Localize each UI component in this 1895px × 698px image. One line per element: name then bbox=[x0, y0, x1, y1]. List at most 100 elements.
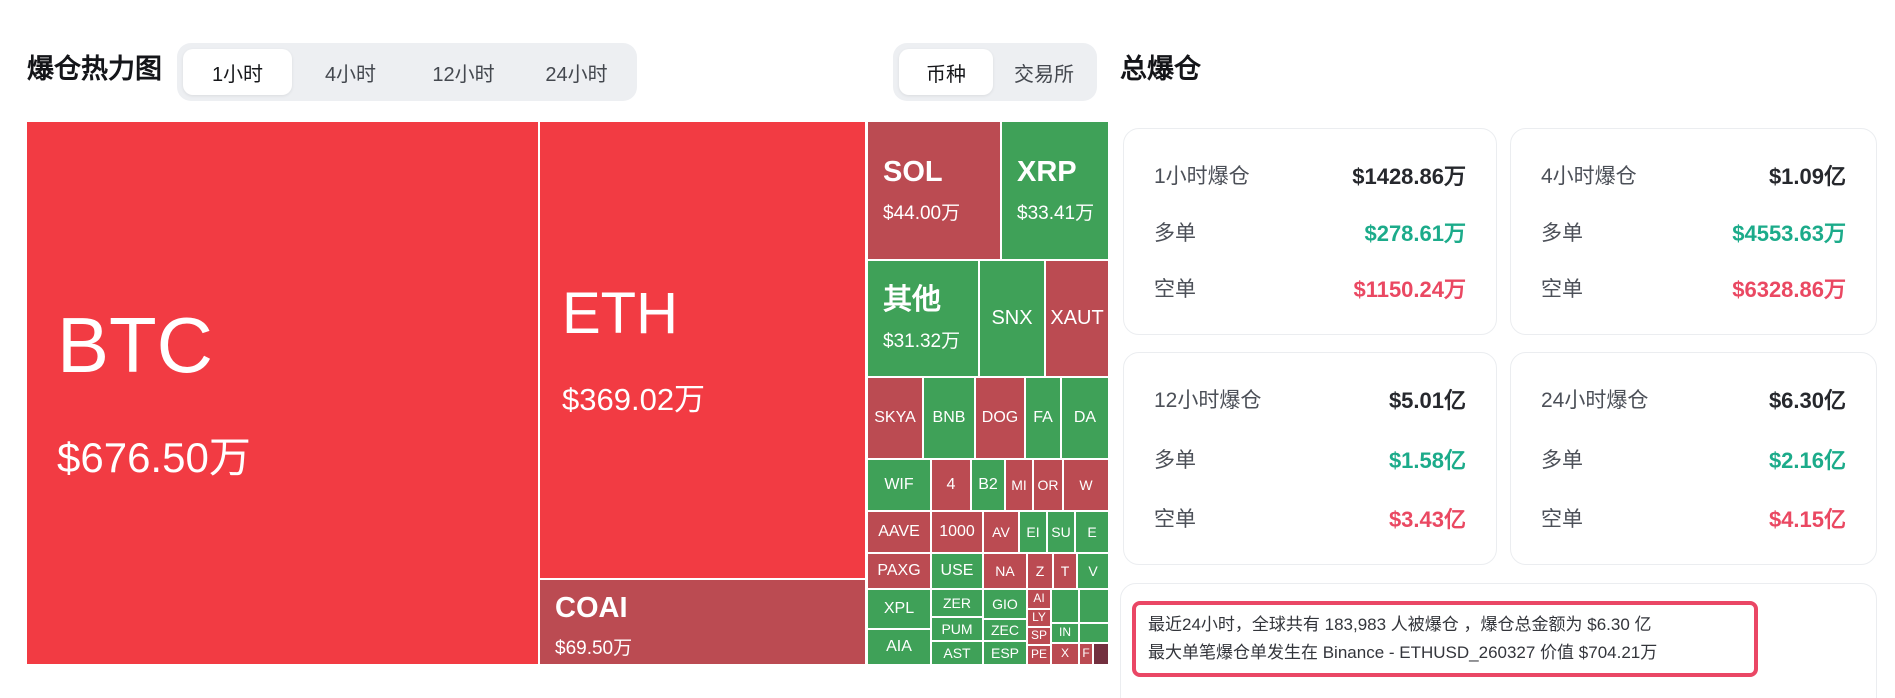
treemap-cell[interactable] bbox=[1080, 590, 1108, 622]
cell-label: PE bbox=[1030, 647, 1047, 662]
treemap-cell-na[interactable]: NA bbox=[984, 554, 1026, 588]
treemap-cell-xaut[interactable]: XAUT bbox=[1046, 261, 1108, 376]
cell-label: ZEC bbox=[991, 621, 1019, 638]
treemap-cell-v[interactable]: V bbox=[1078, 554, 1108, 588]
toggle-exchange[interactable]: 交易所 bbox=[1014, 63, 1074, 86]
cell-label: OR bbox=[1037, 476, 1059, 493]
long-value: $278.61万 bbox=[1364, 220, 1466, 246]
treemap-cell-zer[interactable]: ZER bbox=[932, 590, 982, 616]
long-value: $4553.63万 bbox=[1732, 220, 1846, 246]
treemap-cell-in[interactable]: IN bbox=[1052, 624, 1078, 642]
treemap-cell-fa[interactable]: FA bbox=[1026, 378, 1060, 458]
treemap-cell-z[interactable]: Z bbox=[1028, 554, 1052, 588]
treemap-cell-btc[interactable]: BTC $676.50万 bbox=[27, 122, 538, 664]
treemap-cell[interactable] bbox=[1052, 590, 1078, 622]
treemap-cell-4[interactable]: 4 bbox=[932, 460, 970, 510]
cell-label: Z bbox=[1035, 562, 1045, 579]
tab-4h[interactable]: 4小时 bbox=[324, 63, 377, 86]
treemap-cell-eth[interactable]: ETH $369.02万 bbox=[540, 122, 865, 578]
short-value: $3.43亿 bbox=[1388, 507, 1466, 532]
cell-label: LY bbox=[1032, 610, 1046, 625]
treemap-cell-mi[interactable]: MI bbox=[1006, 460, 1032, 510]
card-long-row: 多单 $278.61万 bbox=[1154, 216, 1466, 248]
cell-label: BTC bbox=[57, 300, 213, 389]
treemap-cell-ast[interactable]: AST bbox=[932, 642, 982, 664]
treemap-cell-t[interactable]: T bbox=[1054, 554, 1076, 588]
treemap-cell-wif[interactable]: WIF bbox=[868, 460, 930, 510]
treemap-cell-others[interactable]: 其他 $31.32万 bbox=[868, 261, 978, 376]
treemap-cell-pum[interactable]: PUM bbox=[932, 618, 982, 640]
treemap-cell-xpl[interactable]: XPL bbox=[868, 590, 930, 628]
summary-line-2: 最大单笔爆仓单发生在 Binance - ETHUSD_260327 价值 $7… bbox=[1148, 643, 1658, 662]
cell-value: $69.50万 bbox=[555, 638, 633, 660]
treemap-cell-e[interactable]: E bbox=[1076, 512, 1108, 552]
card-1h-liquidation: 1小时爆仓 $1428.86万 多单 $278.61万 空单 $1150.24万 bbox=[1123, 128, 1497, 335]
treemap-cell-aave[interactable]: AAVE bbox=[868, 512, 930, 552]
cell-label: FA bbox=[1033, 408, 1053, 426]
treemap-cell-skya[interactable]: SKYA bbox=[868, 378, 922, 458]
tab-12h[interactable]: 12小时 bbox=[432, 63, 495, 86]
treemap-cell-ei[interactable]: EI bbox=[1020, 512, 1046, 552]
treemap-cell-pe[interactable]: PE bbox=[1028, 646, 1050, 664]
short-value: $4.15亿 bbox=[1768, 507, 1846, 532]
card-short-row: 空单 $3.43亿 bbox=[1154, 502, 1466, 534]
treemap-cell-w[interactable]: W bbox=[1064, 460, 1108, 510]
card-total-row: 24小时爆仓 $6.30亿 bbox=[1541, 383, 1846, 415]
treemap-cell[interactable] bbox=[1080, 624, 1108, 642]
treemap-cell-dog[interactable]: DOG bbox=[976, 378, 1024, 458]
long-label: 多单 bbox=[1154, 448, 1196, 472]
treemap-cell-av[interactable]: AV bbox=[984, 512, 1018, 552]
cell-label: COAI bbox=[555, 592, 628, 624]
cell-label: DA bbox=[1073, 408, 1097, 426]
treemap-cell-coai[interactable]: COAI $69.50万 bbox=[540, 580, 865, 664]
treemap-cell-zec[interactable]: ZEC bbox=[984, 620, 1026, 640]
cell-label: AAVE bbox=[878, 522, 920, 540]
treemap-cell-gio[interactable]: GIO bbox=[984, 590, 1026, 618]
short-label: 空单 bbox=[1541, 278, 1583, 301]
treemap-cell-xrp[interactable]: XRP $33.41万 bbox=[1002, 122, 1108, 259]
cell-label: ZER bbox=[943, 594, 971, 611]
treemap-cell-esp[interactable]: ESP bbox=[984, 642, 1026, 664]
toggle-coin[interactable]: 币种 bbox=[899, 49, 993, 95]
treemap-cell-or[interactable]: OR bbox=[1034, 460, 1062, 510]
treemap-cell-da[interactable]: DA bbox=[1062, 378, 1108, 458]
cell-label: PAXG bbox=[877, 561, 921, 579]
heatmap-title: 爆仓热力图 bbox=[27, 54, 162, 84]
summary-highlight-box: 最近24小时，全球共有 183,983 人被爆仓 ，爆仓总金额为 $6.30 亿… bbox=[1132, 601, 1758, 677]
cell-label: 1000 bbox=[939, 522, 975, 540]
treemap-cell-use[interactable]: USE bbox=[932, 554, 982, 588]
tab-24h[interactable]: 24小时 bbox=[545, 63, 608, 86]
treemap-cell-aia[interactable]: AIA bbox=[868, 630, 930, 664]
time-range-tabs: 1小时 4小时 12小时 24小时 bbox=[177, 43, 637, 101]
liquidation-treemap: BTC $676.50万 ETH $369.02万 COAI $69.50万 S… bbox=[27, 122, 1108, 664]
card-long-row: 多单 $4553.63万 bbox=[1541, 216, 1846, 248]
long-label: 多单 bbox=[1541, 448, 1583, 472]
treemap-cell-snx[interactable]: SNX bbox=[980, 261, 1044, 376]
cell-label: AIA bbox=[886, 637, 912, 655]
treemap-cell-f[interactable]: F bbox=[1080, 644, 1092, 664]
treemap-cell-x[interactable]: X bbox=[1052, 644, 1078, 664]
card-long-row: 多单 $1.58亿 bbox=[1154, 443, 1466, 475]
card-total-value: $1.09亿 bbox=[1768, 164, 1846, 189]
treemap-cell-ai[interactable]: AI bbox=[1028, 590, 1050, 608]
treemap-cell-b2[interactable]: B2 bbox=[972, 460, 1004, 510]
treemap-cell-su[interactable]: SU bbox=[1048, 512, 1074, 552]
tab-1h[interactable]: 1小时 bbox=[183, 49, 292, 95]
treemap-cell-sp[interactable]: SP bbox=[1028, 628, 1050, 644]
cell-label: XPL bbox=[883, 599, 915, 617]
treemap-cell[interactable] bbox=[1094, 644, 1108, 664]
cell-label: E bbox=[1087, 523, 1097, 540]
cell-label: GIO bbox=[992, 595, 1018, 612]
cell-value: $33.41万 bbox=[1017, 202, 1095, 224]
card-total-row: 12小时爆仓 $5.01亿 bbox=[1154, 383, 1466, 415]
treemap-cell-paxg[interactable]: PAXG bbox=[868, 554, 930, 588]
treemap-cell-ly[interactable]: LY bbox=[1028, 610, 1050, 626]
treemap-cell-1000[interactable]: 1000 bbox=[932, 512, 982, 552]
cell-label: PUM bbox=[941, 620, 973, 637]
treemap-cell-sol[interactable]: SOL $44.00万 bbox=[868, 122, 1000, 259]
cell-label: MI bbox=[1011, 476, 1027, 493]
card-title: 12小时爆仓 bbox=[1154, 389, 1262, 412]
treemap-cell-bnb[interactable]: BNB bbox=[924, 378, 974, 458]
summary-card: 最近24小时，全球共有 183,983 人被爆仓 ，爆仓总金额为 $6.30 亿… bbox=[1120, 583, 1877, 698]
